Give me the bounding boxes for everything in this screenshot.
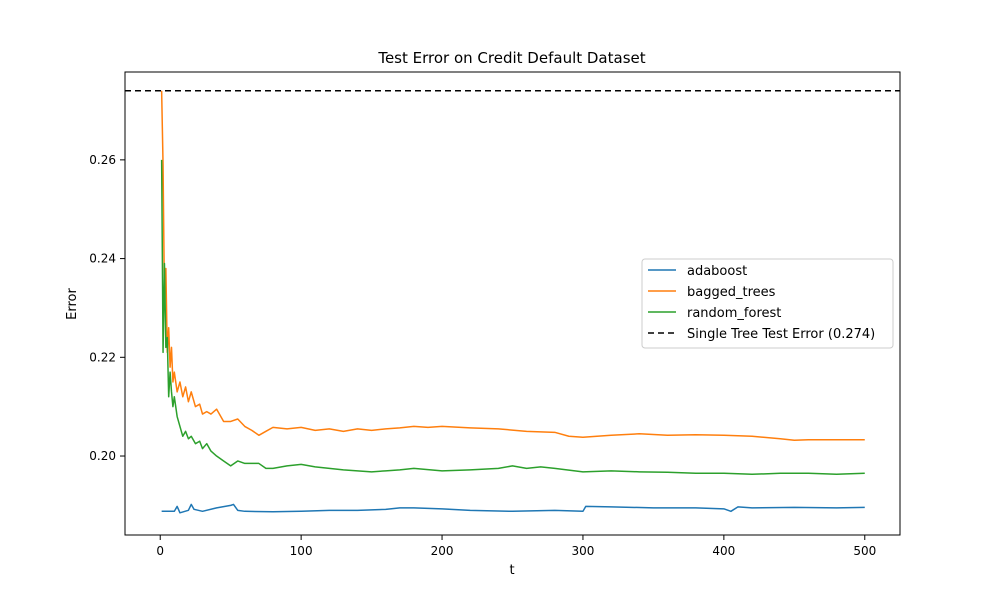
x-tick-label: 0 [156,544,164,558]
legend-label: Single Tree Test Error (0.274) [687,327,875,342]
series-line-adaboost [161,503,865,514]
x-tick-label: 200 [431,544,454,558]
chart-title: Test Error on Credit Default Dataset [377,49,645,67]
series-line-bagged-trees [160,90,865,441]
x-tick-label: 500 [853,544,876,558]
y-axis-label: Error [65,288,80,320]
x-tick-label: 400 [712,544,735,558]
x-axis-ticks: 0 100 200 300 400 500 [156,535,876,558]
y-tick-label: 0.20 [89,449,116,463]
x-axis-label: t [509,563,514,578]
x-tick-label: 300 [572,544,595,558]
legend: adaboost bagged_trees random_forest Single … [641,258,894,349]
y-tick-label: 0.24 [89,252,116,266]
legend-label: random_forest [687,306,781,321]
series-layer [160,90,865,514]
x-tick-label: 100 [290,544,313,558]
y-axis-ticks: 0.20 0.22 0.24 0.26 [89,153,125,463]
legend-label: adaboost [687,264,747,279]
legend-box [641,258,894,349]
legend-label: bagged_trees [687,285,776,300]
y-tick-label: 0.22 [89,350,116,364]
y-tick-label: 0.26 [89,153,116,167]
plot-frame [124,71,901,536]
series-line-random-forest [160,159,865,476]
